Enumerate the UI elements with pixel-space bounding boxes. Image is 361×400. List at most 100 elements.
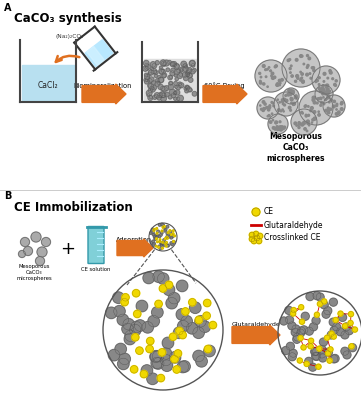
Circle shape (162, 243, 165, 245)
Circle shape (288, 106, 291, 109)
Circle shape (297, 77, 299, 79)
Circle shape (123, 318, 134, 330)
Text: CE solution: CE solution (81, 267, 111, 272)
Circle shape (171, 235, 174, 238)
Circle shape (161, 360, 173, 371)
Circle shape (283, 104, 286, 106)
Circle shape (153, 95, 157, 99)
Circle shape (255, 60, 287, 92)
Circle shape (174, 82, 178, 85)
Circle shape (330, 71, 332, 74)
Circle shape (150, 351, 161, 362)
Circle shape (163, 239, 165, 241)
Circle shape (159, 285, 167, 292)
Text: Biomineralization: Biomineralization (74, 83, 132, 89)
Circle shape (161, 230, 163, 232)
Circle shape (309, 323, 317, 331)
Circle shape (170, 71, 175, 76)
Circle shape (134, 310, 141, 318)
Circle shape (297, 327, 305, 335)
Circle shape (157, 230, 160, 233)
Circle shape (168, 232, 169, 234)
Circle shape (316, 364, 321, 369)
Circle shape (308, 57, 310, 60)
Circle shape (303, 122, 305, 124)
Circle shape (157, 95, 162, 100)
Circle shape (153, 271, 164, 282)
Circle shape (293, 335, 301, 343)
Circle shape (279, 128, 282, 131)
Circle shape (173, 92, 177, 95)
Circle shape (165, 236, 168, 239)
Circle shape (170, 62, 174, 66)
Circle shape (308, 125, 310, 126)
Circle shape (145, 77, 150, 82)
Circle shape (338, 311, 343, 316)
Circle shape (167, 244, 169, 247)
Circle shape (295, 80, 297, 82)
Circle shape (204, 345, 215, 357)
Circle shape (144, 78, 148, 82)
Circle shape (204, 345, 212, 353)
Circle shape (283, 126, 286, 128)
Circle shape (115, 343, 126, 355)
Circle shape (106, 307, 117, 318)
Circle shape (153, 236, 156, 238)
Circle shape (313, 118, 315, 120)
Circle shape (305, 357, 313, 365)
Circle shape (300, 123, 303, 126)
Circle shape (166, 244, 169, 247)
Circle shape (172, 233, 174, 234)
Circle shape (348, 320, 353, 326)
Circle shape (335, 112, 338, 115)
Circle shape (285, 99, 288, 102)
Circle shape (311, 348, 319, 356)
Circle shape (161, 61, 166, 66)
Circle shape (183, 64, 187, 68)
Circle shape (168, 75, 172, 80)
Circle shape (336, 103, 338, 105)
Circle shape (319, 354, 327, 362)
Circle shape (322, 299, 327, 304)
Circle shape (130, 321, 142, 333)
Circle shape (130, 324, 141, 336)
Circle shape (161, 86, 165, 91)
Circle shape (271, 113, 273, 114)
Circle shape (165, 245, 167, 247)
Circle shape (170, 236, 173, 239)
Circle shape (288, 89, 291, 92)
Circle shape (301, 123, 304, 126)
Circle shape (252, 208, 260, 216)
Circle shape (327, 112, 330, 114)
Circle shape (182, 72, 187, 77)
Circle shape (318, 77, 320, 79)
Circle shape (159, 239, 161, 240)
Circle shape (122, 294, 129, 301)
Circle shape (184, 87, 187, 90)
Circle shape (147, 94, 150, 97)
Text: CE: CE (264, 208, 274, 216)
Circle shape (321, 91, 323, 92)
Circle shape (156, 228, 158, 229)
Text: 60°C Drying: 60°C Drying (204, 82, 244, 89)
Circle shape (291, 328, 299, 336)
Circle shape (121, 298, 128, 306)
Circle shape (276, 84, 278, 86)
Circle shape (176, 327, 183, 335)
Text: Mesoporous
CaCO₃
microspheres: Mesoporous CaCO₃ microspheres (267, 132, 325, 163)
Circle shape (148, 88, 153, 93)
Circle shape (306, 130, 308, 132)
Circle shape (326, 97, 328, 99)
Circle shape (148, 84, 154, 89)
Circle shape (320, 301, 328, 309)
Circle shape (271, 76, 274, 79)
Circle shape (341, 331, 349, 339)
Circle shape (174, 69, 180, 75)
Circle shape (179, 83, 184, 88)
Circle shape (277, 128, 279, 130)
Circle shape (157, 273, 169, 284)
Circle shape (18, 250, 26, 258)
Circle shape (195, 316, 203, 324)
Circle shape (164, 86, 169, 90)
Circle shape (196, 356, 207, 367)
